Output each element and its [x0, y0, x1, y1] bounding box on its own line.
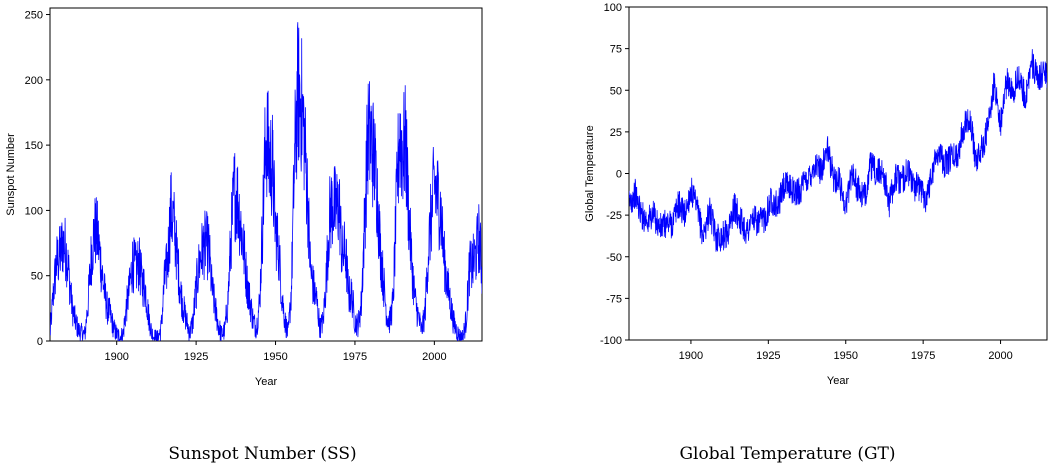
temperature-ytick-label: -100 — [600, 335, 622, 347]
sunspot-panel: 0 50 100 150 200 250 1900 1925 1950 1975 2000 Year S… — [5, 7, 483, 464]
sunspot-ytick-label: 150 — [25, 140, 43, 152]
sunspot-xtick-label: 1925 — [184, 351, 208, 363]
sunspot-chart: 0 50 100 150 200 250 1900 1925 1950 1975 2000 Year S… — [5, 7, 483, 388]
sunspot-ytick-label: 0 — [37, 336, 43, 348]
sunspot-caption: Sunspot Number (SS) — [168, 444, 357, 464]
temperature-ytick-label: 25 — [610, 127, 622, 139]
temperature-ytick-label: -75 — [606, 293, 622, 305]
temperature-xtick-label: 1975 — [911, 350, 935, 362]
temperature-xlabel: Year — [827, 375, 850, 387]
temperature-ytick-label: -50 — [606, 252, 622, 264]
temperature-xtick-label: 1925 — [756, 350, 780, 362]
sunspot-xlabel: Year — [255, 376, 278, 388]
sunspot-xtick-label: 2000 — [422, 351, 446, 363]
temperature-xtick-label: 2000 — [988, 350, 1012, 362]
sunspot-ytick-label: 50 — [31, 271, 43, 283]
sunspot-xtick-label: 1900 — [104, 351, 128, 363]
sunspot-xtick-label: 1950 — [263, 351, 287, 363]
sunspot-ytick-label: 200 — [25, 75, 43, 87]
temperature-xtick-label: 1900 — [679, 350, 703, 362]
temperature-ylabel: Global Temperature — [584, 125, 596, 221]
temperature-caption: Global Temperature (GT) — [679, 444, 896, 464]
temperature-ytick-label: -25 — [606, 210, 622, 222]
temperature-chart: -100 -75 -50 -25 0 25 50 75 100 1900 1925 1950 1975 2… — [584, 2, 1048, 387]
sunspot-ytick-label: 100 — [25, 205, 43, 217]
sunspot-ytick-label: 250 — [25, 10, 43, 22]
temperature-series-line — [629, 49, 1047, 252]
temperature-ytick-label: 0 — [616, 169, 622, 181]
sunspot-xtick-label: 1975 — [343, 351, 367, 363]
sunspot-series-line — [50, 22, 482, 341]
temperature-ytick-label: 50 — [610, 85, 622, 97]
temperature-ytick-label: 75 — [610, 44, 622, 56]
sunspot-plot-frame — [49, 7, 483, 342]
temperature-xtick-label: 1950 — [833, 350, 857, 362]
sunspot-ylabel: Sunspot Number — [5, 133, 17, 216]
temperature-panel: -100 -75 -50 -25 0 25 50 75 100 1900 1925 1950 1975 2… — [525, 0, 1050, 474]
temperature-ytick-label: 100 — [604, 2, 622, 14]
